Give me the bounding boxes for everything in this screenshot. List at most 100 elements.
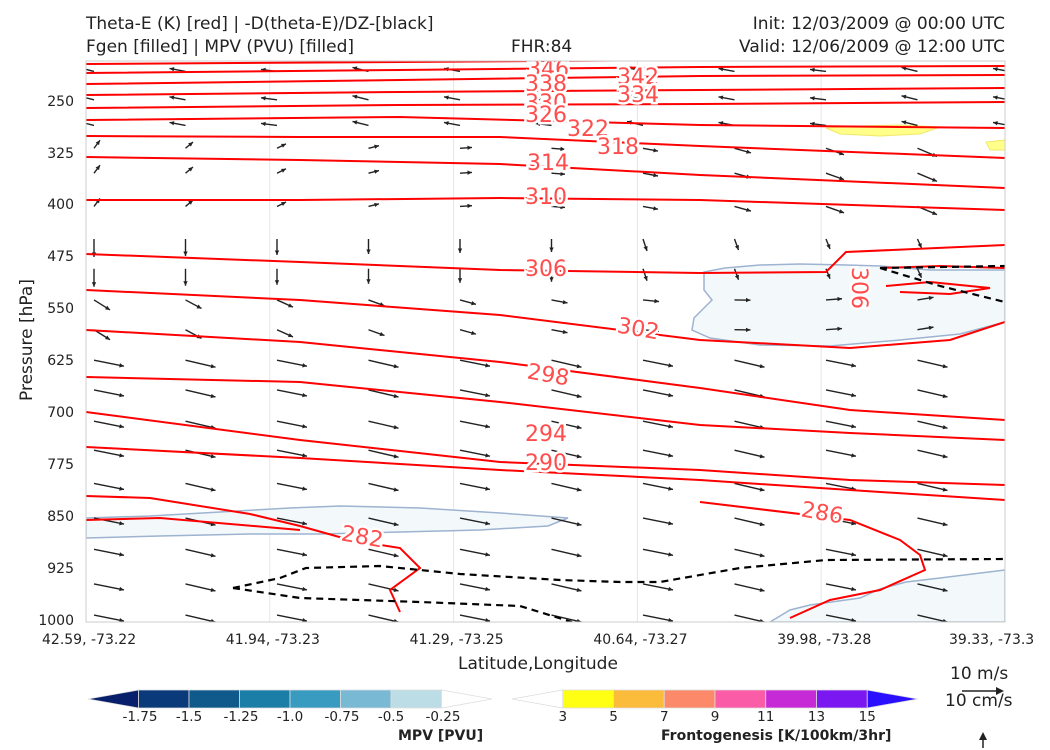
wind-vector-head (668, 552, 673, 557)
title-left-line1: Theta-E (K) [red] | -D(theta-E)/DZ-[blac… (86, 14, 434, 34)
wind-vector-head (993, 67, 998, 72)
wind-vector-head (942, 425, 948, 430)
wind-vector-head (668, 486, 673, 491)
wind-vector-head (1034, 363, 1039, 367)
y-tick-label: 550 (47, 301, 74, 318)
wind-vector (185, 420, 216, 429)
wind-vector-head (302, 424, 307, 429)
valid-time: Valid: 12/06/2009 @ 12:00 UTC (739, 37, 1005, 57)
wind-vector-head (759, 587, 765, 593)
mpv-colorbar-segment (441, 689, 493, 709)
wind-vector-head (535, 96, 541, 101)
mpv-colorbar-tick: -0.5 (377, 709, 405, 725)
wind-vector (368, 482, 399, 492)
wind-ref-arrow-head (979, 732, 987, 740)
wind-vector-head (1020, 295, 1025, 299)
mpv-colorbar-label: MPV [PVU] (398, 728, 484, 744)
wind-vector-head (393, 553, 399, 558)
wind-vector-head (261, 96, 266, 101)
wind-vector (917, 517, 948, 526)
wind-vector-head (183, 281, 188, 286)
wind-vector-head (119, 486, 124, 491)
wind-vector-head (759, 364, 765, 369)
wind-vector-head (668, 586, 673, 592)
wind-vector (825, 449, 857, 457)
fgen-colorbar-tick: 5 (609, 709, 618, 725)
fgen-colorbar-segment (562, 689, 614, 709)
wind-vector-head (810, 96, 815, 101)
wind-vector (734, 614, 765, 622)
wind-vector-head (643, 246, 648, 251)
wind-vector-head (1034, 393, 1039, 397)
wind-vector (93, 420, 125, 428)
wind-vector (368, 614, 399, 622)
wind-vector (825, 583, 857, 591)
theta-e-contour (86, 446, 1005, 501)
wind-vector-head (274, 280, 280, 285)
wind-vector-head (169, 67, 175, 72)
stability-contour (232, 557, 1005, 590)
wind-vector (459, 449, 491, 457)
wind-vector (917, 449, 948, 458)
wind-vector-head (210, 454, 216, 459)
contour-label: 310 (525, 185, 567, 210)
mpv-colorbar-segment (87, 689, 139, 709)
fgen-colorbar-tick: 3 (558, 709, 568, 725)
fgen-colorbar-label: Frontogenesis [K/100km/3hr] (661, 728, 892, 744)
wind-vector-head (826, 273, 831, 279)
wind-vector-head (560, 146, 565, 152)
theta-e-contour (86, 74, 1005, 85)
fgen-colorbar-segment (765, 689, 817, 709)
wind-vector-head (562, 299, 568, 305)
wind-vector (551, 359, 582, 368)
wind-vector-head (1034, 486, 1039, 490)
wind-vector-head (393, 618, 399, 622)
wind-vector-head (105, 305, 110, 310)
wind-vector-head (718, 67, 724, 72)
wind-vector (185, 548, 216, 557)
wind-vector-head (485, 453, 490, 458)
wind-vector-head (746, 207, 751, 212)
wind-vector (825, 517, 857, 525)
wind-vector (459, 482, 491, 491)
wind-vector-head (942, 521, 948, 527)
wind-vector (551, 420, 582, 429)
mpv-colorbar-tick: -1.75 (122, 709, 158, 725)
mpv-colorbar-segment (340, 689, 392, 709)
wind-vector-head (560, 171, 565, 177)
wind-vector-head (653, 148, 658, 153)
wind-vector-head (562, 329, 568, 335)
x-tick-label: 39.33, -73.3 (949, 632, 1035, 648)
y-tick-label: 1000 (38, 613, 74, 629)
wind-vector-head (1034, 587, 1039, 591)
theta-e-contour (86, 115, 1005, 129)
theta-e-contour (86, 289, 1005, 350)
mpv-colorbar-segment (289, 689, 341, 709)
wind-vector-head (1034, 618, 1039, 622)
wind-vector-head (839, 176, 844, 181)
x-tick-label: 41.94, -73.23 (225, 632, 320, 648)
theta-e-contour (86, 196, 1005, 211)
contour-label: 338 (525, 72, 567, 97)
wind-vector-head (119, 521, 124, 526)
title-left-line2: Fgen [filled] | MPV (PVU) [filled] (86, 37, 355, 57)
wind-vector-head (374, 202, 379, 208)
wind-vector-head (851, 363, 856, 368)
stability-contour (879, 264, 1005, 270)
theta-e-contour (86, 87, 1005, 96)
wind-vector (642, 359, 674, 367)
wind-vector (93, 389, 125, 397)
wind-vector-head (393, 393, 399, 399)
wind-vector-head (352, 120, 358, 125)
mpv-filled-region (86, 505, 569, 539)
wind-vector-head (444, 121, 449, 126)
wind-vector (459, 389, 491, 397)
wind-vector-head (576, 393, 582, 399)
wind-vector (86, 68, 95, 73)
wind-vector-head (302, 618, 307, 622)
wind-vector-head (928, 325, 934, 330)
wind-vector (185, 359, 216, 368)
wind-vector-head (485, 618, 490, 622)
wind-vector (734, 583, 765, 592)
wind-vector (185, 389, 216, 398)
